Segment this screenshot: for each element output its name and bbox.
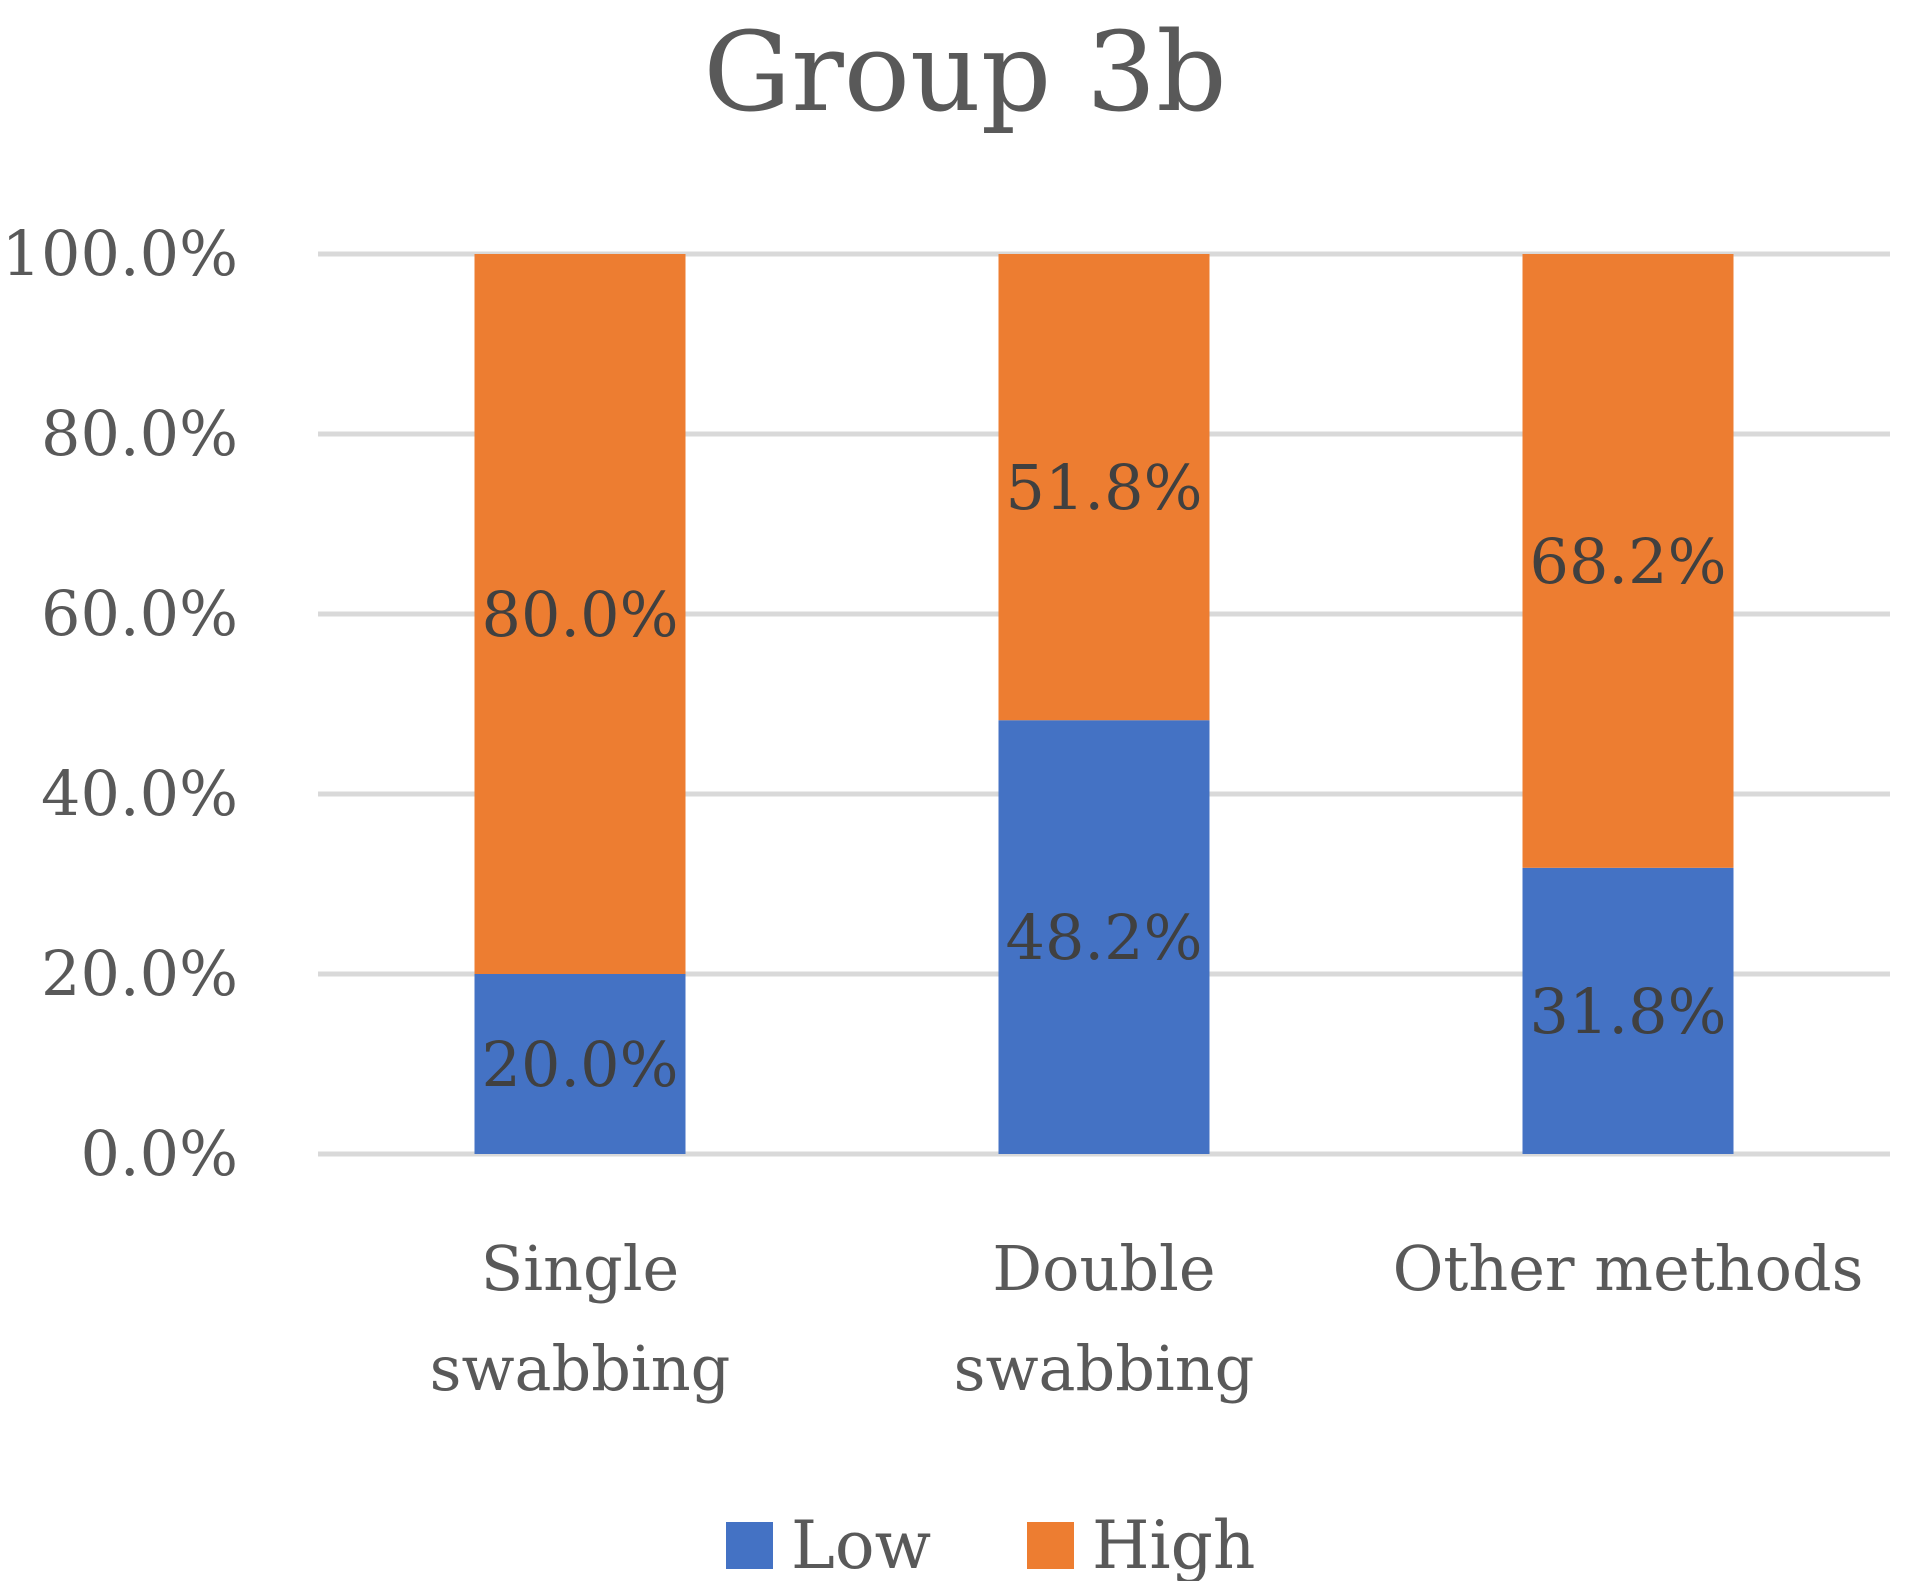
y-tick-label: 40.0% (41, 757, 238, 830)
data-label: 51.8% (1006, 451, 1203, 524)
data-label: 48.2% (1006, 901, 1203, 974)
data-label: 68.2% (1530, 525, 1727, 598)
x-category-line: swabbing (954, 1332, 1255, 1405)
y-axis-ticks: 0.0% 20.0% 40.0% 60.0% 80.0% 100.0% (2, 217, 238, 1190)
x-axis-categories: Single swabbing Double swabbing Other method… (430, 1232, 1864, 1405)
data-labels: 20.0% 80.0% 48.2% 51.8% 31.8% 68.2% (482, 451, 1727, 1101)
bar-high (474, 254, 686, 974)
bar-low (998, 720, 1210, 1154)
bar-low (474, 974, 686, 1154)
y-tick-label: 80.0% (41, 397, 238, 470)
data-label: 80.0% (482, 578, 679, 651)
chart-title: Group 3b (703, 8, 1226, 136)
y-tick-label: 20.0% (41, 937, 238, 1010)
bars (474, 254, 1734, 1154)
bar-high (998, 254, 1210, 721)
x-category-label: Single swabbing (430, 1232, 731, 1405)
y-tick-label: 0.0% (80, 1117, 238, 1190)
bar-low (1522, 867, 1734, 1154)
y-tick-label: 100.0% (2, 217, 238, 290)
x-category-line: Other methods (1393, 1232, 1864, 1305)
x-category-line: Single (481, 1232, 679, 1305)
bar-high (1522, 254, 1734, 868)
data-label: 31.8% (1530, 975, 1727, 1048)
x-category-line: swabbing (430, 1332, 731, 1405)
legend-swatch-low (726, 1522, 773, 1569)
legend: Low High (726, 1507, 1255, 1581)
x-category-line: Double (992, 1232, 1215, 1305)
x-category-label: Double swabbing (954, 1232, 1255, 1405)
legend-label-high: High (1092, 1507, 1255, 1581)
legend-label-low: Low (791, 1507, 931, 1581)
y-tick-label: 60.0% (41, 577, 238, 650)
legend-swatch-high (1027, 1522, 1074, 1569)
data-label: 20.0% (482, 1028, 679, 1101)
x-category-label: Other methods (1393, 1232, 1864, 1305)
